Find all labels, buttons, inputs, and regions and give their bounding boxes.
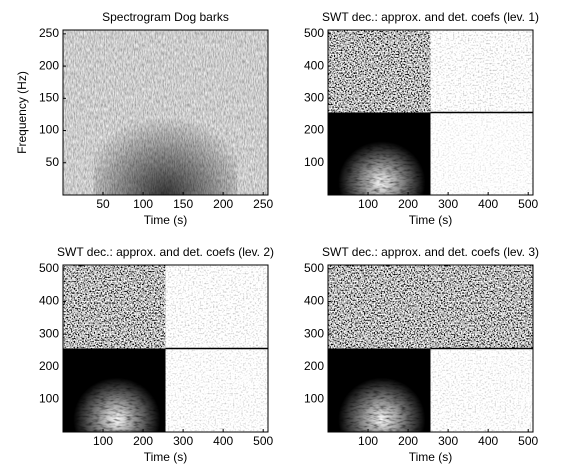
y-tick-label: 100 <box>39 392 59 406</box>
axes-box <box>327 264 534 433</box>
chart-title: SWT dec.: approx. and det. coefs (lev. 3… <box>322 245 539 259</box>
x-tick-label: 400 <box>478 197 498 211</box>
image-blob <box>338 112 426 195</box>
image-shade <box>93 63 238 195</box>
y-tick-label: 400 <box>304 294 324 308</box>
image-texture <box>165 348 268 432</box>
image-texture <box>328 30 431 113</box>
y-tick-label: 200 <box>304 123 324 137</box>
y-tick-label: 300 <box>39 326 59 340</box>
image-blob <box>73 348 161 432</box>
y-tick-label: 300 <box>304 326 324 340</box>
axes-box <box>327 29 534 196</box>
x-tick-label: 400 <box>213 434 233 448</box>
y-axis-label: Frequency (Hz) <box>15 71 29 154</box>
image-blob <box>338 348 426 432</box>
y-tick-label: 500 <box>304 26 324 40</box>
x-tick-label: 500 <box>518 434 538 448</box>
x-tick-label: 200 <box>398 197 418 211</box>
x-tick-label: 250 <box>253 197 273 211</box>
y-tick-label: 200 <box>39 58 59 72</box>
x-axis-label: Time (s) <box>409 213 453 227</box>
x-tick-label: 300 <box>173 434 193 448</box>
y-tick-label: 500 <box>39 261 59 275</box>
chart-title: Spectrogram Dog barks <box>102 10 229 24</box>
y-tick-label: 100 <box>304 392 324 406</box>
chart-title: SWT dec.: approx. and det. coefs (lev. 1… <box>322 10 539 24</box>
x-tick-label: 100 <box>93 434 113 448</box>
x-tick-label: 100 <box>358 197 378 211</box>
x-tick-label: 500 <box>253 434 273 448</box>
y-tick-label: 50 <box>46 155 60 169</box>
image-texture <box>430 30 533 113</box>
image-texture <box>430 112 533 195</box>
image-texture <box>328 265 431 349</box>
y-tick-label: 250 <box>39 26 59 40</box>
image-texture <box>430 348 533 432</box>
y-tick-label: 200 <box>304 359 324 373</box>
axes-box <box>62 264 269 433</box>
y-tick-label: 200 <box>39 359 59 373</box>
y-tick-label: 150 <box>39 90 59 104</box>
x-axis-label: Time (s) <box>144 213 188 227</box>
x-tick-label: 100 <box>358 434 378 448</box>
y-tick-label: 400 <box>304 58 324 72</box>
x-axis-label: Time (s) <box>409 450 453 464</box>
x-tick-label: 200 <box>398 434 418 448</box>
x-tick-label: 200 <box>133 434 153 448</box>
x-tick-label: 200 <box>213 197 233 211</box>
image-texture <box>63 265 166 349</box>
y-tick-label: 100 <box>39 123 59 137</box>
x-tick-label: 300 <box>438 197 458 211</box>
y-tick-label: 500 <box>304 261 324 275</box>
image-texture <box>165 265 268 349</box>
image-texture <box>430 265 533 349</box>
x-axis-label: Time (s) <box>144 450 188 464</box>
y-tick-label: 300 <box>304 90 324 104</box>
y-tick-label: 400 <box>39 294 59 308</box>
chart-title: SWT dec.: approx. and det. coefs (lev. 2… <box>57 245 274 259</box>
x-tick-label: 50 <box>96 197 110 211</box>
y-tick-label: 100 <box>304 155 324 169</box>
x-tick-label: 400 <box>478 434 498 448</box>
x-tick-label: 500 <box>518 197 538 211</box>
x-tick-label: 100 <box>133 197 153 211</box>
axes-box <box>62 29 269 196</box>
x-tick-label: 150 <box>173 197 193 211</box>
x-tick-label: 300 <box>438 434 458 448</box>
